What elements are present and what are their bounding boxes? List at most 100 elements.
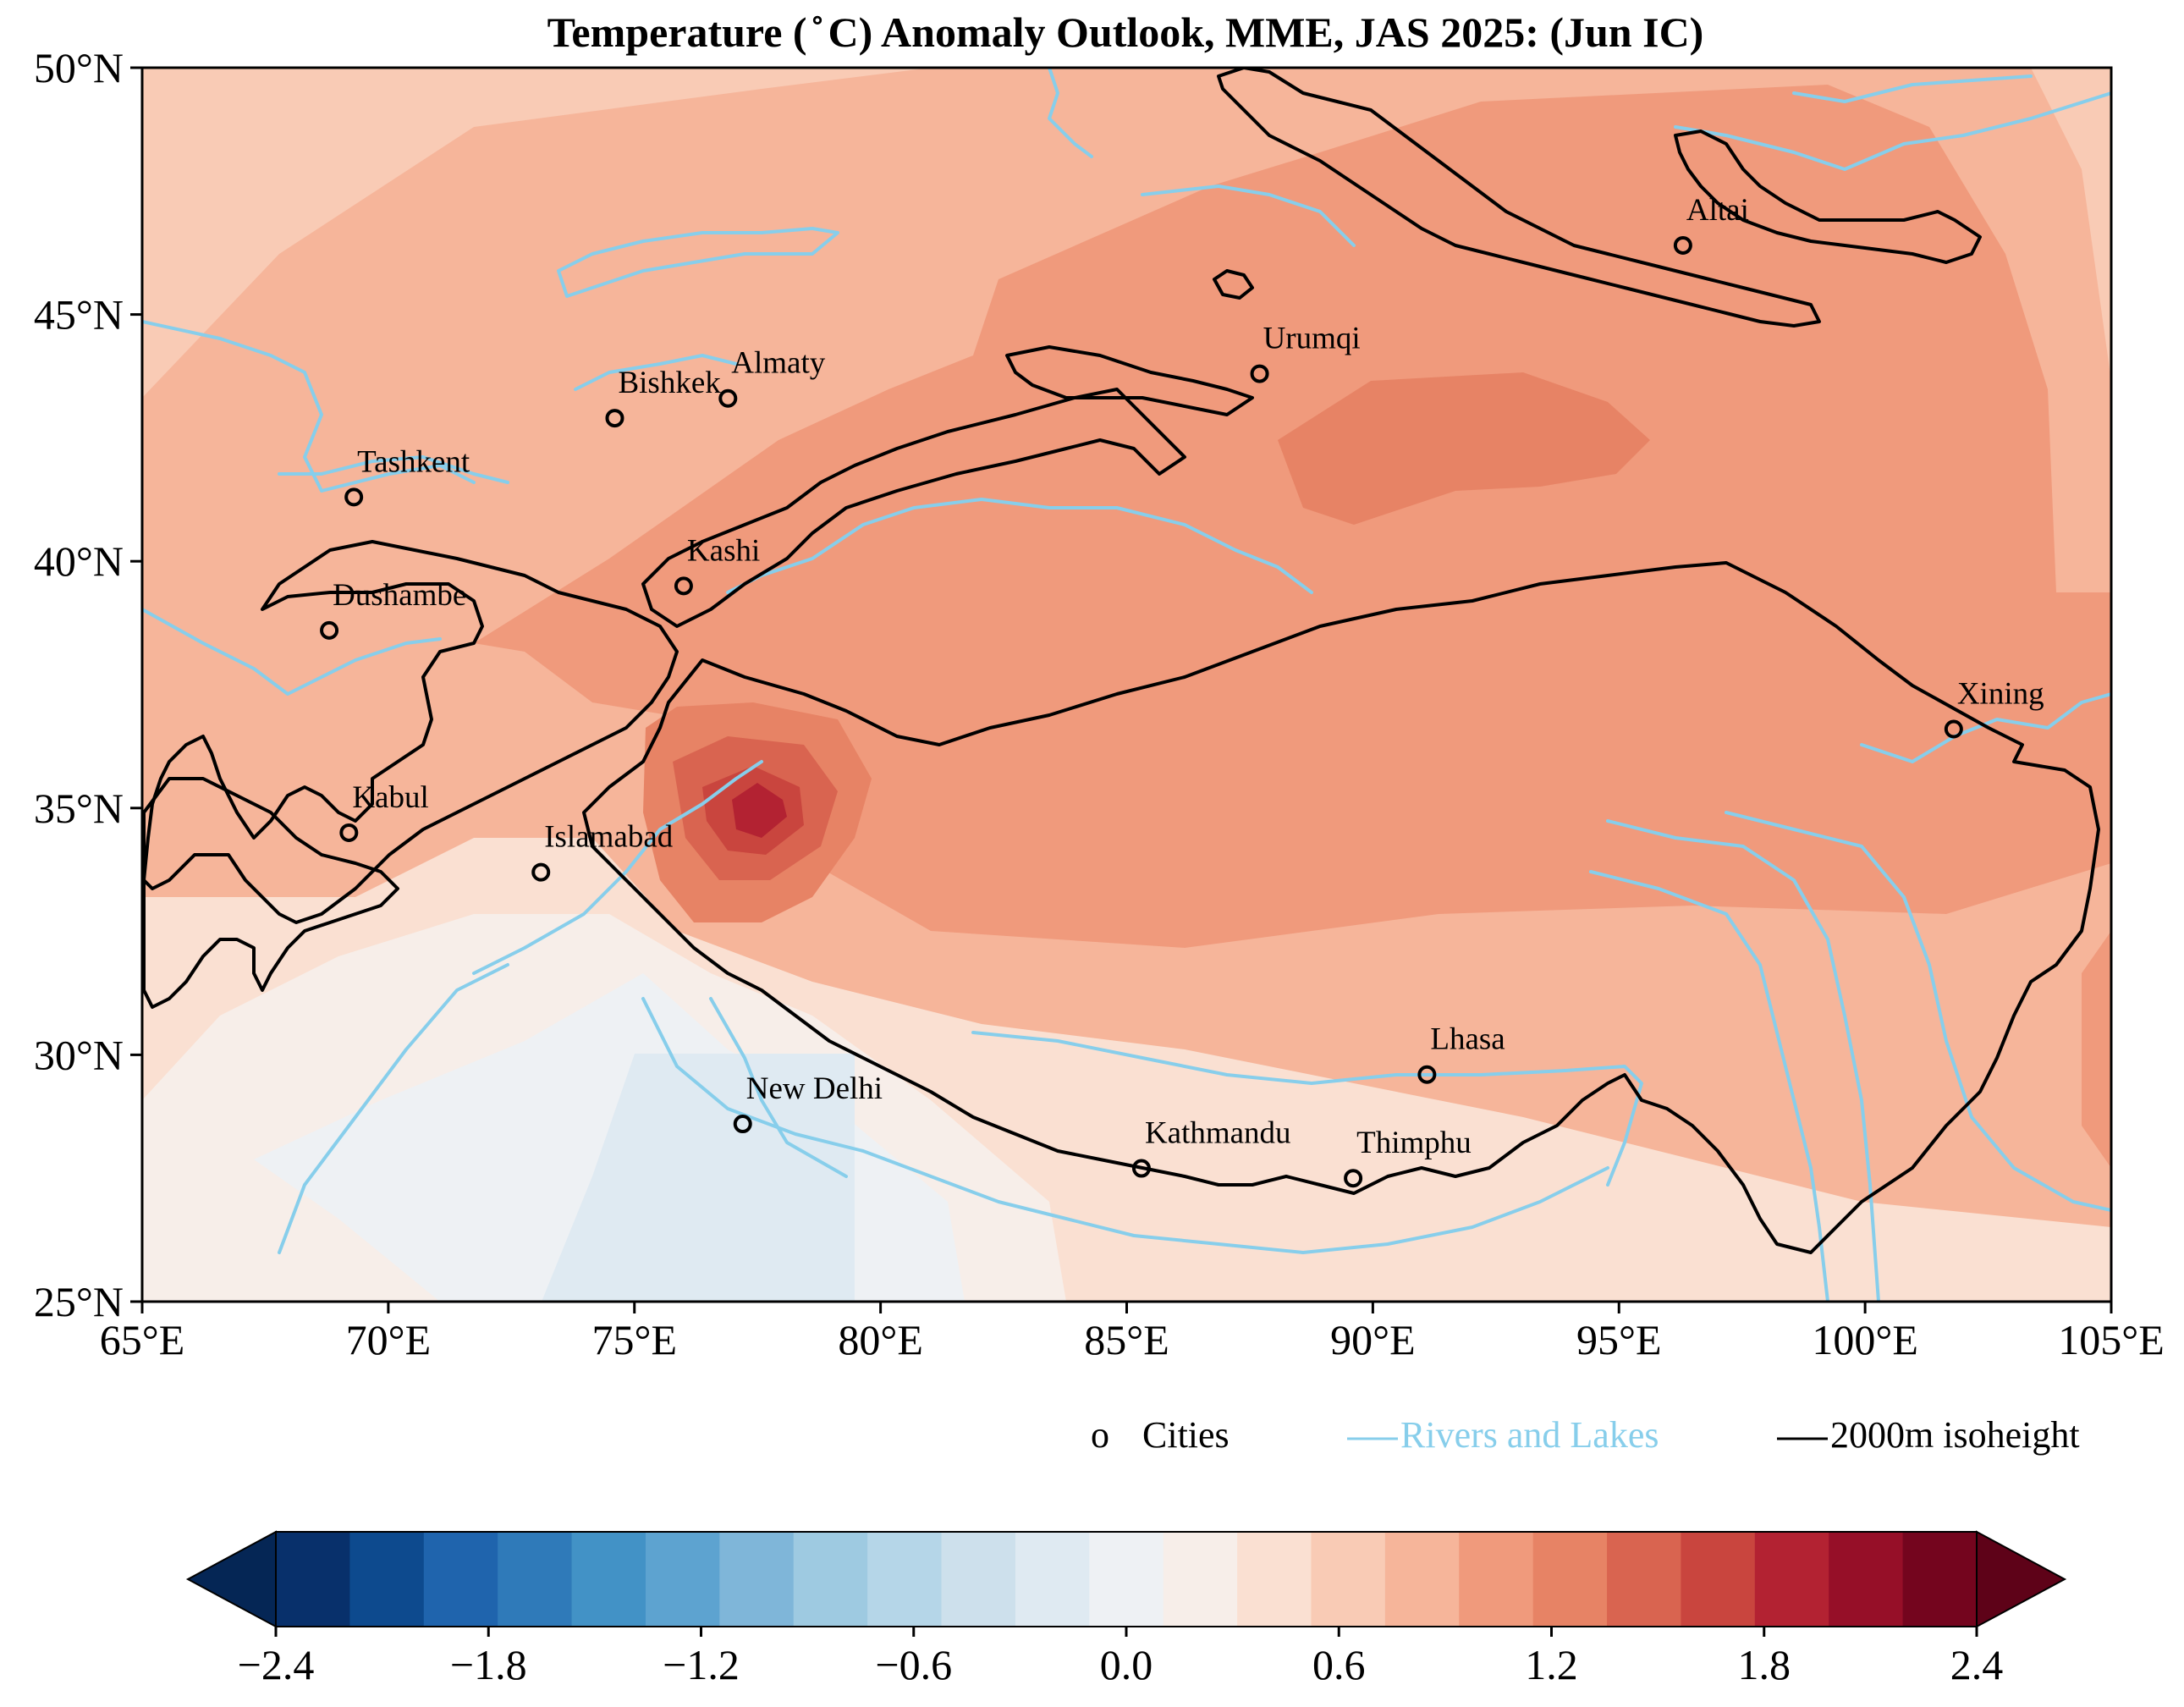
city-label: Almaty [731,346,825,381]
isoheight-tianshan-upper [1005,345,1254,416]
colorbar-swatch [1681,1532,1756,1627]
legend-rivers-label: Rivers and Lakes [1400,1414,1659,1456]
rivers-and-lakes [142,68,2111,1302]
colorbar-tick-label: 2.4 [1950,1641,2004,1688]
city-label: Kashi [687,533,760,568]
colorbar-swatch [1607,1532,1681,1627]
y-tick-label: 50°N [34,44,124,91]
legend-cities-marker: o [1091,1414,1109,1456]
isoheight-mongol-altai [1674,129,1982,264]
y-tick-label: 35°N [34,785,124,832]
anomaly-field [142,68,2111,1302]
x-axis-ticks: 65°E 70°E 75°E 80°E 85°E 90°E 95°E 100°E 105°E [100,1302,2165,1363]
anomaly-warm-core-east [1278,372,1650,525]
colorbar-swatch [867,1532,943,1627]
colorbar-swatch [719,1532,795,1627]
anomaly-warm-band-ne [474,85,2111,948]
city-marker [718,388,738,408]
isoheight-altai [1217,68,1821,328]
isoheight-isolated-peak [1213,269,1254,300]
river-yellow [1860,692,2111,763]
river-tarim [726,498,1313,594]
city-label: Dushambe [333,578,466,613]
map-legend: o Cities Rivers and Lakes 2000m isoheigh… [1091,1414,2080,1456]
colorbar-tick-label: 0.0 [1100,1641,1153,1688]
x-tick-label: 95°E [1576,1316,1662,1363]
city-marker [320,620,339,640]
x-tick-label: 75°E [591,1316,677,1363]
isoheight-pamir [142,540,679,924]
city-marker [1250,364,1269,383]
isoheight-hindukush [142,777,399,1009]
colorbar-swatch [1754,1532,1829,1627]
colorbar-tick-label: −1.8 [450,1641,527,1688]
river-chu [574,354,738,391]
colorbar-swatch [793,1532,868,1627]
colorbar-swatch [276,1532,350,1627]
lake-balkhash [557,227,839,298]
city-label: Kabul [352,780,428,815]
map-panel: Altai Urumqi Almaty Bishkek Tashkent Kashi Dus… [142,68,2111,1302]
x-tick-label: 90°E [1330,1316,1416,1363]
colorbar-swatch [571,1532,646,1627]
city-marker [344,487,364,507]
legend-isoheight-label: 2000m isoheight [1830,1414,2080,1456]
colorbar-swatch [1163,1532,1238,1627]
x-tick-label: 105°E [2058,1316,2165,1363]
colorbar-swatch [498,1532,573,1627]
anomaly-warm-band-se [2082,931,2111,1168]
city-marker [1417,1065,1437,1084]
x-tick-label: 65°E [100,1316,185,1363]
river-amudarya [142,608,442,696]
legend-cities-label: Cities [1142,1414,1230,1456]
city-marker [1944,719,1963,739]
map-title: Temperature ( ̊ C) Anomaly Outlook, MME,… [547,8,1704,56]
colorbar-over-triangle [1976,1530,2067,1628]
colorbar-swatch [645,1532,720,1627]
city-label: Thimphu [1356,1126,1472,1160]
colorbar-tick-label: 1.8 [1738,1641,1791,1688]
anomaly-warm-band-east [2031,68,2111,381]
y-tick-label: 25°N [34,1278,124,1325]
city-marker [531,862,551,882]
colorbar-swatch [1532,1532,1608,1627]
river-indus-lower [278,963,509,1254]
y-tick-label: 45°N [34,291,124,339]
city-label: Tashkent [357,444,470,479]
anomaly-weak-cool [542,1054,855,1302]
x-tick-label: 85°E [1084,1316,1169,1363]
river-syrdarya [142,320,476,493]
river-irtysh [1674,91,2111,171]
x-tick-label: 100°E [1812,1316,1918,1363]
river-salween [1589,870,1829,1302]
colorbar-swatch [423,1532,498,1627]
city-marker [1344,1169,1363,1188]
colorbar-swatch [349,1532,425,1627]
colorbar-tick-label: 1.2 [1525,1641,1578,1688]
colorbar-tick-label: −1.2 [663,1641,740,1688]
city-label: Lhasa [1430,1022,1505,1057]
colorbar-tick-label: −2.4 [238,1641,315,1688]
x-tick-label: 80°E [838,1316,923,1363]
y-tick-label: 30°N [34,1031,124,1078]
colorbar-tick-label: 0.6 [1312,1641,1366,1688]
isoheight-2000m [142,68,2100,1254]
colorbar-swatch [1829,1532,1904,1627]
anomaly-peak [732,783,787,838]
cities-layer: Altai Urumqi Almaty Bishkek Tashkent Kashi Dus… [320,193,2044,1188]
river-ob-upper [1792,74,2033,103]
colorbar-swatch [941,1532,1016,1627]
colorbar-tick-label: −0.6 [875,1641,952,1688]
city-label: New Delhi [746,1071,883,1106]
colorbar-swatch [1459,1532,1534,1627]
colorbar-under-triangle [185,1530,277,1628]
colorbar-swatch [1015,1532,1090,1627]
city-label: Altai [1686,193,1749,228]
city-label: Islamabad [544,820,674,855]
city-marker [339,823,359,842]
city-marker [605,409,624,428]
isoheight-tianshan [641,388,1186,628]
river-ili [1048,68,1356,247]
city-marker [1131,1159,1151,1178]
